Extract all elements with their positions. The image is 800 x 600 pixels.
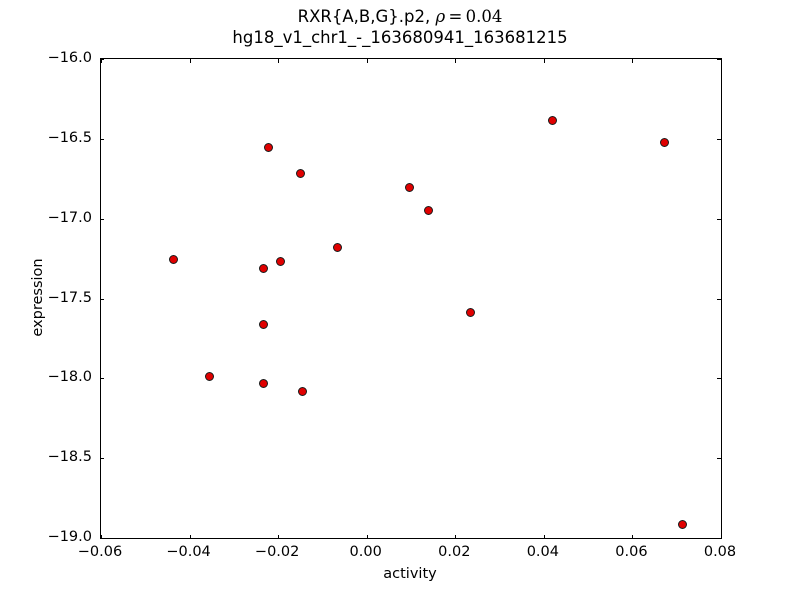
data-point (259, 379, 269, 389)
x-axis-tick-top (543, 59, 545, 63)
x-axis-tick-top (632, 59, 634, 63)
data-point (205, 372, 214, 382)
x-axis-tick-top (101, 59, 102, 63)
data-point (295, 169, 305, 179)
y-axis-tick-right (717, 298, 721, 300)
x-tick-label: 0.06 (615, 544, 648, 560)
data-point (333, 242, 343, 252)
x-tick-label: 0.02 (438, 544, 471, 560)
rho-symbol: ρ (435, 7, 446, 26)
data-point (547, 115, 557, 125)
x-axis-tick (721, 535, 722, 539)
x-axis-tick-top (455, 59, 457, 63)
x-tick-label: 0.00 (349, 544, 382, 560)
y-tick-label: −17.0 (47, 209, 92, 226)
y-axis-tick (100, 458, 104, 460)
x-axis-tick-top (278, 59, 280, 63)
chart-title-prefix: RXR{A,B,G}.p2, (297, 7, 436, 26)
y-axis-tick (100, 378, 104, 380)
data-point (423, 206, 433, 216)
x-axis-tick (189, 535, 191, 539)
y-axis-tick (100, 538, 104, 539)
x-axis-label: activity (383, 566, 437, 582)
y-tick-label: −18.0 (47, 369, 92, 386)
y-axis-tick (100, 218, 104, 220)
data-point (276, 257, 286, 267)
x-tick-label: 0.04 (526, 544, 559, 560)
chart-title-line-2: hg18_v1_chr1_-_163680941_163681215 (232, 28, 568, 47)
x-axis-tick-top (721, 59, 722, 63)
x-axis-tick (455, 535, 457, 539)
y-tick-label: −17.5 (47, 289, 92, 306)
x-axis-tick-top (189, 59, 191, 63)
x-axis-tick (366, 535, 368, 539)
data-point (298, 387, 308, 397)
y-axis-tick-right (717, 218, 721, 220)
data-point (659, 138, 669, 148)
x-axis-tick-top (366, 59, 368, 63)
y-axis-tick (100, 298, 104, 300)
data-point (466, 308, 476, 318)
x-tick-label: −0.02 (254, 544, 300, 560)
y-axis-label: expression (30, 258, 46, 337)
y-tick-label: −16.0 (47, 50, 92, 66)
data-point (258, 263, 268, 273)
y-axis-tick-right (717, 138, 721, 140)
y-tick-label: −19.0 (47, 529, 92, 545)
y-axis-tick-right (717, 458, 721, 460)
y-axis-tick-right (717, 59, 721, 60)
y-axis-tick (100, 59, 104, 60)
x-tick-label: −0.04 (166, 544, 211, 560)
data-point (677, 519, 687, 529)
y-tick-label: −16.5 (47, 129, 92, 146)
rho-value: = 0.04 (445, 7, 503, 26)
data-point (404, 183, 414, 193)
data-point (264, 143, 274, 153)
y-axis-tick (100, 138, 104, 140)
y-axis-tick-right (717, 378, 721, 380)
x-axis-tick (632, 535, 634, 539)
x-axis-tick (101, 535, 102, 539)
plot-axes-frame (100, 58, 722, 539)
x-tick-label: −0.06 (77, 544, 123, 560)
data-point (168, 254, 178, 264)
y-tick-label: −18.5 (47, 449, 92, 466)
x-tick-label: 0.08 (703, 544, 737, 560)
x-axis-tick (278, 535, 280, 539)
chart-title: RXR{A,B,G}.p2, ρ = 0.04 hg18_v1_chr1_-_1… (0, 6, 800, 48)
chart-title-line-1: RXR{A,B,G}.p2, ρ = 0.04 (0, 6, 800, 27)
plot-data-area (101, 59, 721, 538)
y-axis-tick-right (717, 538, 721, 539)
data-point (258, 320, 268, 330)
x-axis-tick (543, 535, 545, 539)
